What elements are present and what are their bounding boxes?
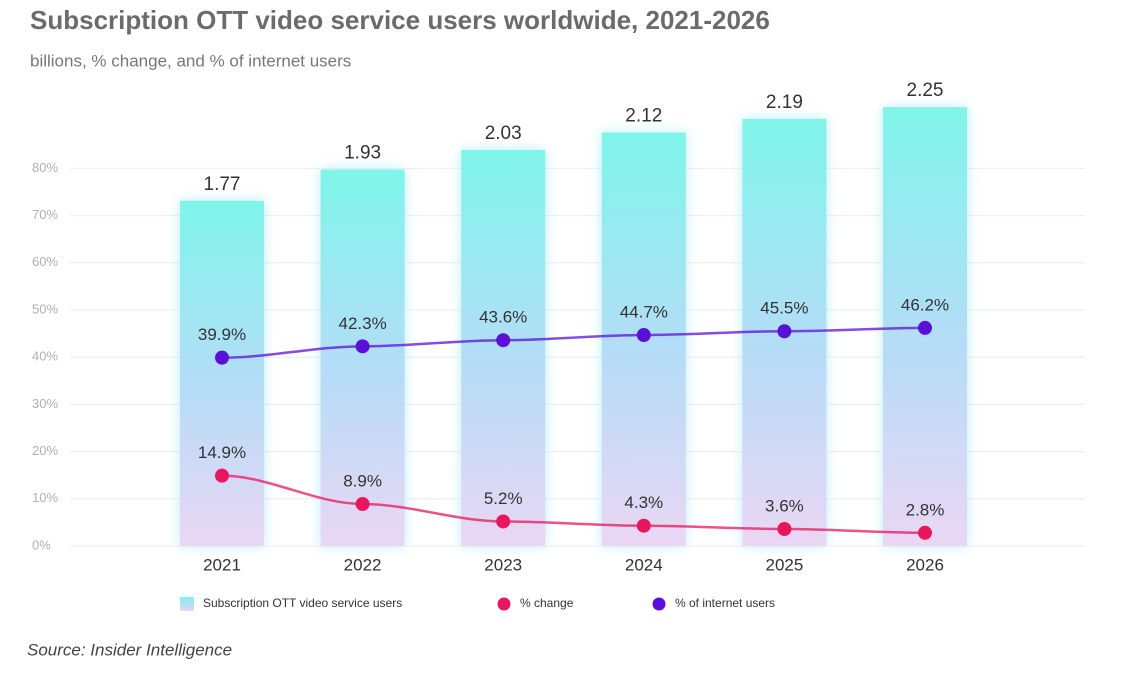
y-tick-label: 80% (32, 160, 58, 175)
legend-swatch (180, 597, 194, 611)
bar-value-label: 2.03 (485, 123, 522, 144)
point-value-label: 4.3% (624, 493, 663, 512)
point-value-label: 39.9% (198, 325, 246, 344)
line-point (636, 518, 651, 533)
x-tick-label: 2024 (625, 555, 663, 574)
y-tick-label: 50% (32, 301, 58, 316)
line (221, 326, 926, 359)
legend-swatch (497, 597, 511, 611)
line-point (215, 468, 229, 483)
bar (461, 150, 546, 547)
point-value-label: 5.2% (484, 489, 523, 508)
line-point (355, 496, 370, 511)
y-tick-label: 10% (32, 490, 58, 505)
line-point (636, 328, 651, 343)
bar (180, 200, 264, 546)
line-point (215, 350, 229, 365)
point-value-label: 2.8% (906, 500, 945, 519)
source: Source: Insider Intelligence (27, 640, 232, 659)
line-point (777, 324, 792, 339)
y-tick-label: 30% (32, 396, 58, 411)
legend-label: % of internet users (675, 596, 775, 610)
point-value-label: 46.2% (901, 295, 949, 314)
chart-subtitle: billions, % change, and % of internet us… (30, 51, 351, 70)
point-value-label: 14.9% (198, 443, 246, 462)
point-value-label: 44.7% (620, 303, 668, 322)
line-point (496, 514, 511, 529)
line (221, 474, 926, 535)
line-point (918, 525, 932, 540)
line-point (496, 333, 511, 348)
y-tick-label: 20% (32, 443, 58, 458)
point-value-label: 42.3% (338, 314, 386, 333)
point-value-label: 3.6% (765, 496, 804, 515)
line-point (918, 320, 932, 335)
bar-value-label: 2.19 (766, 92, 803, 113)
bar-value-label: 1.77 (204, 174, 241, 195)
legend-swatch (652, 597, 666, 611)
chart-title: Subscription OTT video service users wor… (30, 5, 770, 35)
legend-label: % change (520, 596, 574, 610)
point-value-label: 43.6% (479, 308, 527, 327)
point-value-label: 8.9% (343, 471, 382, 490)
bar-value-label: 2.12 (625, 106, 662, 127)
x-tick-label: 2021 (203, 555, 241, 574)
y-tick-label: 70% (32, 207, 58, 222)
x-tick-label: 2025 (765, 555, 803, 574)
bar-value-label: 2.25 (907, 80, 944, 101)
x-tick-label: 2023 (484, 555, 522, 574)
y-tick-label: 40% (32, 349, 58, 364)
point-value-label: 45.5% (760, 299, 808, 318)
line-point (777, 522, 792, 537)
y-tick-label: 0% (32, 537, 51, 552)
line-point (355, 339, 370, 354)
x-tick-label: 2022 (344, 555, 382, 574)
x-tick-label: 2026 (906, 555, 944, 574)
legend-label: Subscription OTT video service users (203, 596, 402, 610)
bar (320, 169, 405, 546)
y-tick-label: 60% (32, 254, 58, 269)
bar-value-label: 1.93 (344, 143, 381, 164)
